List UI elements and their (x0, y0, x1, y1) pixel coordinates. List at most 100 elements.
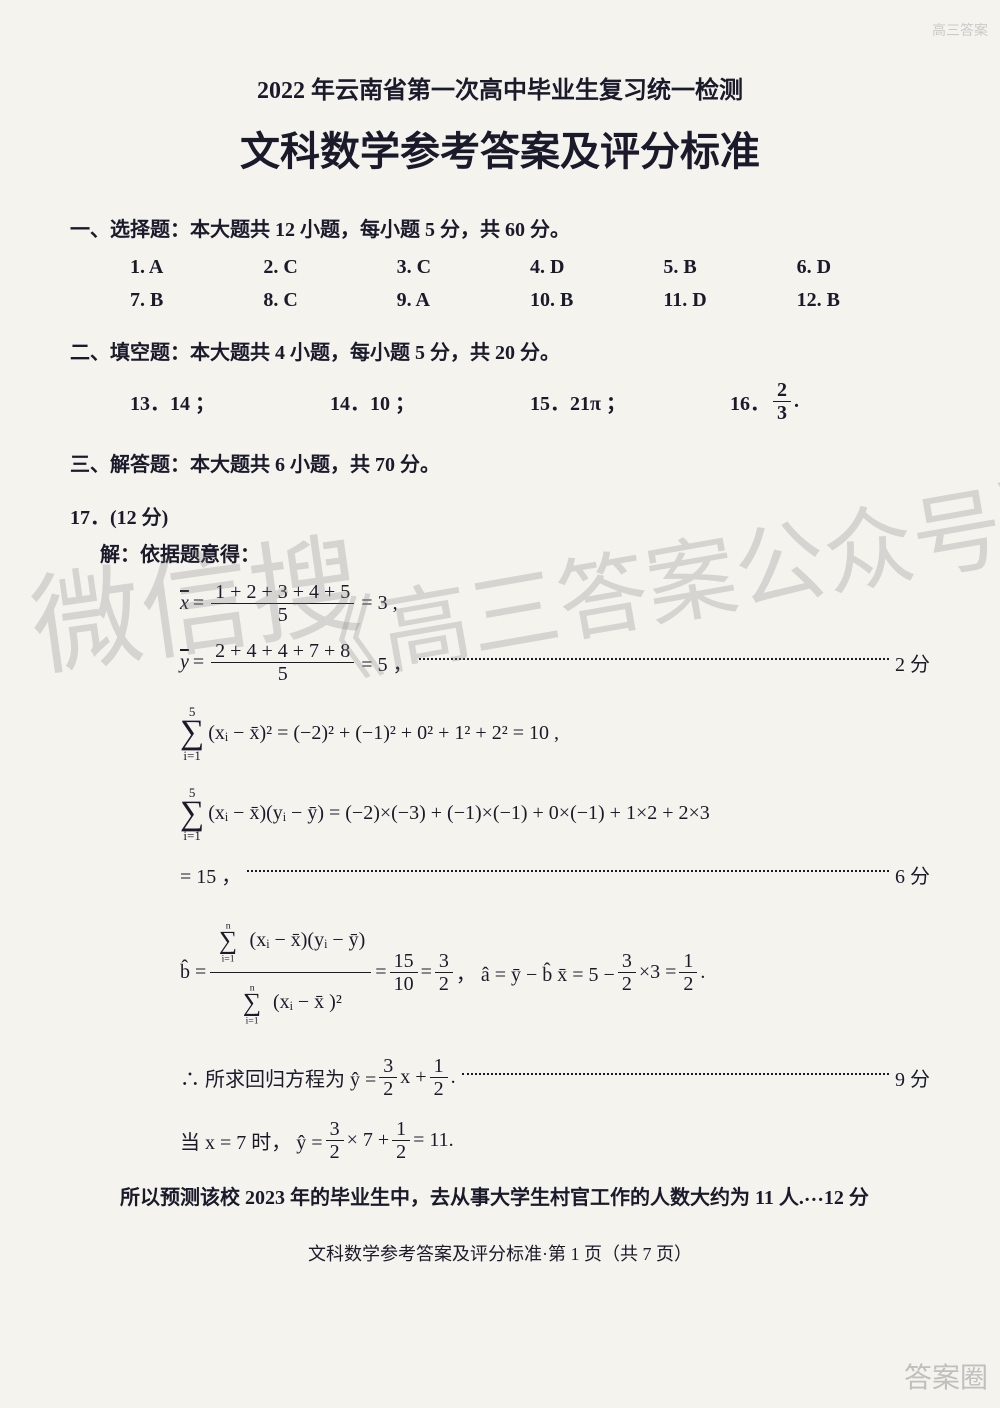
bhat-mid2: ×3 = (639, 961, 677, 984)
subtitle: 2022 年云南省第一次高中毕业生复习统一检测 (70, 70, 930, 105)
frac-den: 5 (274, 663, 292, 685)
answer-cell: 10. B (530, 289, 663, 312)
answer-cell: 8. C (263, 289, 396, 312)
ybar-rhs: = 5 ， (361, 648, 412, 677)
q17-head: 17．(12 分) (70, 501, 930, 530)
frac-num: 2 + 4 + 4 + 7 + 8 (211, 640, 354, 663)
reg-f1: 3 2 (379, 1055, 397, 1100)
frac-den: 2 (392, 1141, 410, 1163)
frac-num: 3 (326, 1118, 344, 1141)
section2-header: 二、填空题：本大题共 4 小题，每小题 5 分，共 20 分。 (70, 336, 930, 365)
frac-den: 3 (773, 402, 791, 424)
score-9: 9 分 (895, 1063, 930, 1092)
frac-num: 1 + 2 + 3 + 4 + 5 (211, 581, 354, 604)
frac-num: 3 (379, 1055, 397, 1078)
answer-cell: 6. D (797, 256, 930, 279)
sigma-icon: 5 ∑ i=1 (180, 705, 204, 762)
frac-num: 3 (618, 950, 636, 973)
xbar-block: x = 1 + 2 + 3 + 4 + 5 5 = 3 , (70, 581, 930, 626)
leader-dots (419, 658, 889, 660)
ybar-frac: 2 + 4 + 4 + 7 + 8 5 (211, 640, 354, 685)
bhat-comma: ， â = ȳ − b̂ x̄ = 5 − (456, 958, 615, 987)
conclusion-text: 所以预测该校 2023 年的毕业生中，去从事大学生村官工作的人数大约为 11 人… (120, 1181, 804, 1210)
xbar-var: x (180, 592, 189, 615)
answer-cell: 9. A (397, 289, 530, 312)
frac-den: 2 (435, 973, 453, 995)
answer-cell: 4. D (530, 256, 663, 279)
sigma-bot: i=1 (183, 829, 200, 842)
frac-num: 1 (679, 950, 697, 973)
answers-row-1: 1. A 2. C 3. C 4. D 5. B 6. D (70, 256, 930, 279)
fill-cell: 14．10 ； (330, 387, 530, 416)
fill-cell: 13．14 ； (130, 387, 330, 416)
answer-cell: 3. C (397, 256, 530, 279)
page-footer: 文科数学参考答案及评分标准·第 1 页（共 7 页） (70, 1240, 930, 1266)
reg-block: ∴ 所求回归方程为 ŷ = 3 2 x + 1 2 . 9 分 (70, 1055, 930, 1100)
frac-num: 1 (430, 1055, 448, 1078)
reg-prefix: ∴ 所求回归方程为 ŷ = (180, 1063, 376, 1092)
bhat-lhs: b̂ = (180, 961, 206, 984)
frac-den: 5 (274, 604, 292, 626)
bhat-f2: 3 2 (435, 950, 453, 995)
predict-mid: × 7 + (347, 1129, 390, 1152)
frac-den: 2 (379, 1078, 397, 1100)
spacer: … (804, 1184, 824, 1207)
sigma-symbol: ∑ (180, 718, 204, 749)
section3-header: 三、解答题：本大题共 6 小题，共 70 分。 (70, 448, 930, 477)
sigma-bot: i=1 (222, 953, 235, 963)
leader-dots (247, 870, 889, 872)
answer-cell: 5. B (663, 256, 796, 279)
watermark-corner: 答案圈 (904, 1356, 988, 1396)
sigma-icon: 5 ∑ i=1 (180, 786, 204, 843)
bhat-block: b̂ = n ∑ i=1 (xᵢ − x̄)(yᵢ − ȳ) n ∑ i=1 (… (70, 911, 930, 1033)
q17-sol-label: 解：依据题意得： (70, 538, 930, 567)
fill-16-label: 16． (730, 387, 770, 416)
frac-num: 3 (435, 950, 453, 973)
frac-num: 15 (390, 950, 418, 973)
frac-num: 1 (392, 1118, 410, 1141)
leader-dots (462, 1073, 889, 1075)
sum-sq-body: (xᵢ − x̄)² = (−2)² + (−1)² + 0² + 1² + 2… (208, 722, 559, 745)
bigfrac-num-body: (xᵢ − x̄)(yᵢ − ȳ) (250, 929, 366, 951)
ybar-var: y (180, 651, 189, 674)
score-12: 12 分 (824, 1181, 869, 1210)
answer-cell: 11. D (663, 289, 796, 312)
sigma-bot: i=1 (245, 1015, 258, 1025)
page-container: 2022 年云南省第一次高中毕业生复习统一检测 文科数学参考答案及评分标准 一、… (0, 0, 1000, 1306)
predict-block: 当 x = 7 时， ŷ = 3 2 × 7 + 1 2 = 11. (70, 1118, 930, 1163)
frac-den: 2 (679, 973, 697, 995)
reg-mid: x + (400, 1066, 426, 1089)
sum-xy-result: = 15 ， 6 分 (70, 860, 930, 889)
bigfrac-num: n ∑ i=1 (xᵢ − x̄)(yᵢ − ȳ) (210, 911, 371, 973)
reg-suffix: . (451, 1066, 456, 1089)
xbar-rhs: = 3 , (361, 592, 397, 615)
answer-cell: 2. C (263, 256, 396, 279)
fill-16-suffix: . (794, 390, 799, 413)
sigma-symbol: ∑ (180, 799, 204, 830)
frac-den: 2 (326, 1141, 344, 1163)
bhat-eq2: = (421, 961, 432, 984)
frac-den: 2 (618, 973, 636, 995)
answer-cell: 7. B (130, 289, 263, 312)
sigma-icon: n ∑ i=1 (243, 982, 261, 1024)
ybar-block: y = 2 + 4 + 4 + 7 + 8 5 = 5 ， 2 分 (70, 640, 930, 685)
bhat-f3: 3 2 (618, 950, 636, 995)
sigma-icon: n ∑ i=1 (219, 920, 237, 962)
reg-f2: 1 2 (430, 1055, 448, 1100)
predict-f1: 3 2 (326, 1118, 344, 1163)
bhat-f4: 1 2 (679, 950, 697, 995)
section1-header: 一、选择题：本大题共 12 小题，每小题 5 分，共 60 分。 (70, 213, 930, 242)
answer-cell: 12. B (797, 289, 930, 312)
predict-f2: 1 2 (392, 1118, 410, 1163)
predict-suffix: = 11. (413, 1129, 454, 1152)
frac-den: 2 (430, 1078, 448, 1100)
xbar-frac: 1 + 2 + 3 + 4 + 5 5 (211, 581, 354, 626)
fill-cell: 15．21π ； (530, 387, 730, 416)
bigfrac-den: n ∑ i=1 (xᵢ − x̄ )² (234, 973, 348, 1034)
equals: = (193, 651, 204, 674)
fill-row: 13．14 ； 14．10 ； 15．21π ； 16． 2 3 . (70, 379, 930, 424)
bigfrac-den-body: (xᵢ − x̄ )² (273, 991, 342, 1013)
bhat-f1: 15 10 (390, 950, 418, 995)
conclusion-line: 所以预测该校 2023 年的毕业生中，去从事大学生村官工作的人数大约为 11 人… (70, 1181, 930, 1210)
sigma-symbol: ∑ (219, 930, 237, 953)
